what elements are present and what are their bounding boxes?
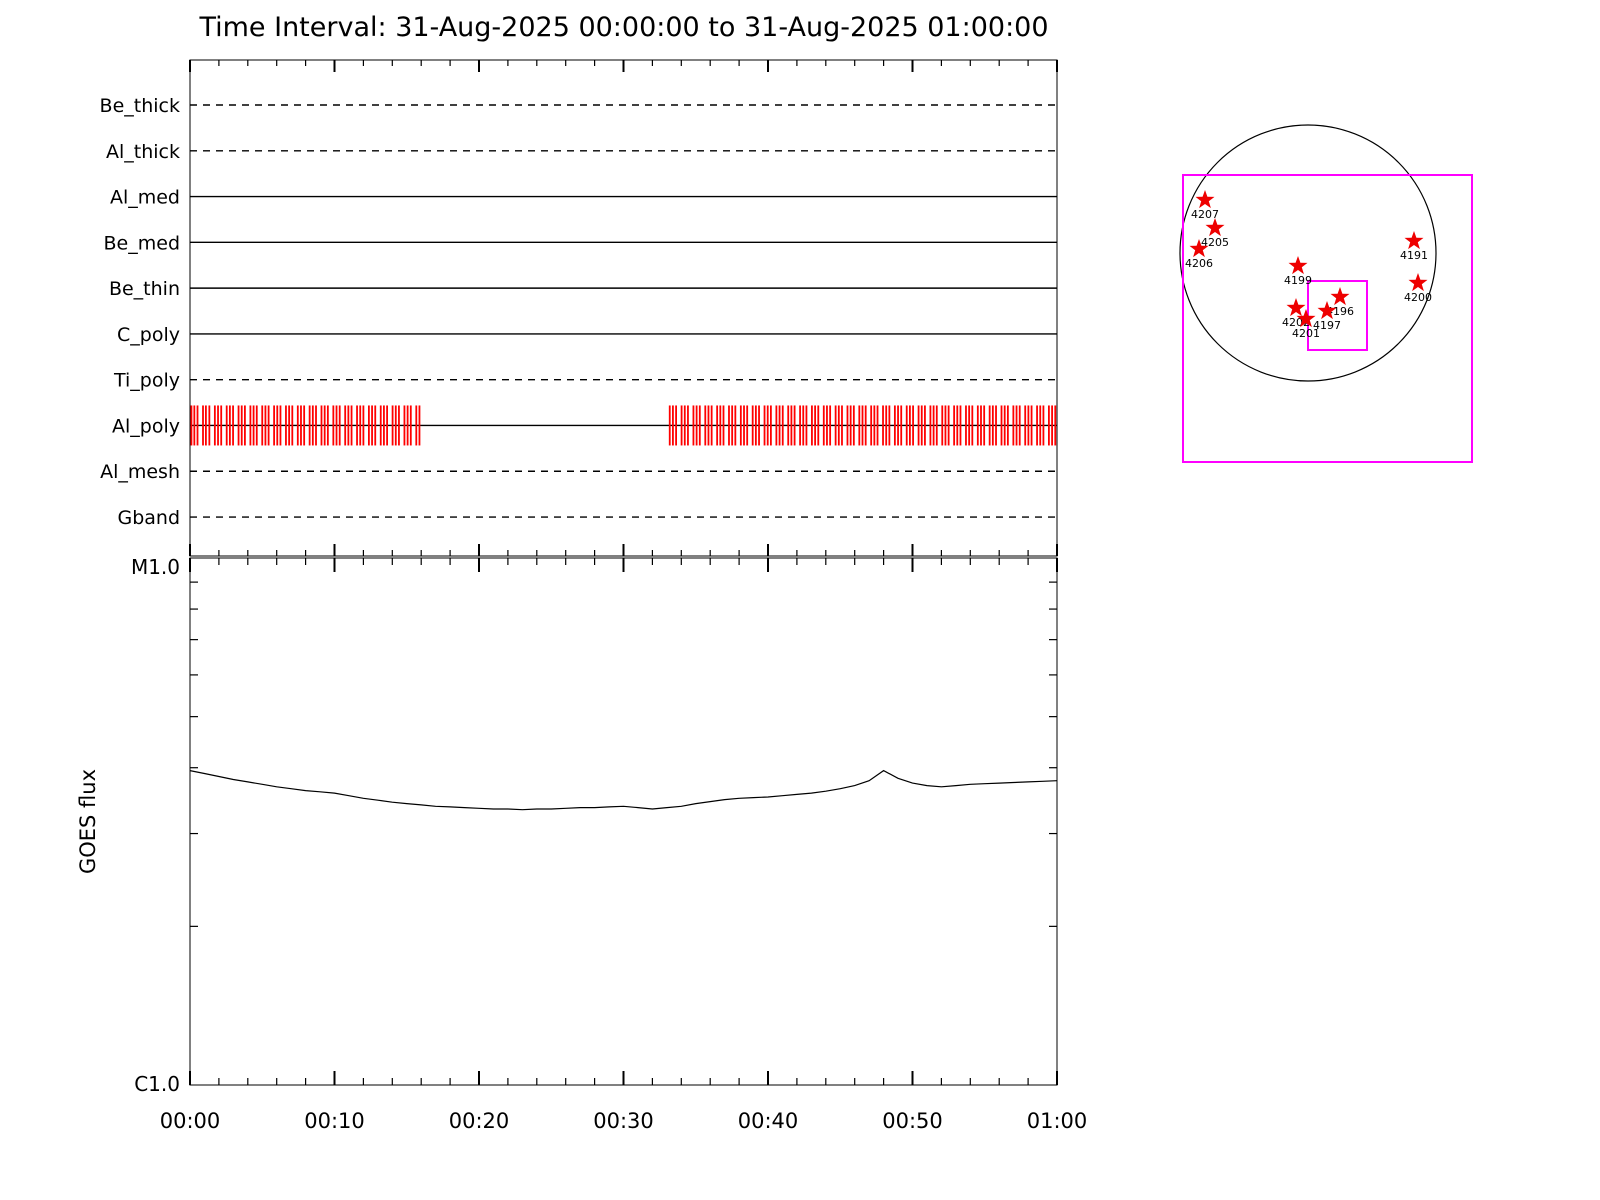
goes-x-tick-label: 00:20 bbox=[449, 1109, 510, 1133]
filter-row-label: Be_thick bbox=[100, 95, 180, 117]
goes-axis-title: GOES flux bbox=[76, 769, 100, 874]
active-region-star bbox=[1317, 301, 1337, 320]
filter-row-label: Al_thick bbox=[106, 141, 180, 163]
active-region-label: 4201 bbox=[1292, 327, 1320, 340]
active-region-label: 4197 bbox=[1313, 319, 1341, 332]
filter-row-label: Ti_poly bbox=[113, 370, 180, 392]
goes-x-tick-label: 01:00 bbox=[1027, 1109, 1088, 1133]
filter-row-label: Al_med bbox=[110, 187, 180, 209]
time-interval-title: Time Interval: 31-Aug-2025 00:00:00 to 3… bbox=[199, 12, 1049, 43]
active-region-star bbox=[1404, 231, 1424, 250]
goes-x-tick-label: 00:30 bbox=[593, 1109, 654, 1133]
active-region-label: 4191 bbox=[1400, 249, 1428, 262]
filter-row-label: Al_mesh bbox=[100, 461, 180, 483]
active-region-star bbox=[1189, 239, 1209, 258]
filter-row-label: Al_poly bbox=[112, 415, 180, 437]
goes-x-tick-label: 00:40 bbox=[738, 1109, 799, 1133]
active-region-star bbox=[1330, 287, 1350, 306]
active-region-label: 4199 bbox=[1284, 274, 1312, 287]
filter-row-label: Be_med bbox=[104, 232, 180, 254]
goes-x-tick-label: 00:50 bbox=[882, 1109, 943, 1133]
fov-box bbox=[1182, 174, 1473, 463]
goes-x-tick-label: 00:00 bbox=[160, 1109, 221, 1133]
active-region-label: 4207 bbox=[1191, 208, 1219, 221]
active-region-star bbox=[1288, 256, 1308, 275]
active-region-star bbox=[1205, 218, 1225, 237]
goes-y-bottom-label: C1.0 bbox=[134, 1072, 180, 1096]
filter-timeline-frame bbox=[189, 59, 1058, 557]
active-region-label: 4200 bbox=[1404, 291, 1432, 304]
goes-y-top-label: M1.0 bbox=[131, 555, 180, 579]
active-region-star bbox=[1195, 190, 1215, 209]
filter-row-label: Gband bbox=[117, 507, 180, 529]
filter-row-label: C_poly bbox=[117, 324, 180, 346]
active-region-star bbox=[1296, 309, 1316, 328]
goes-flux-line bbox=[189, 769, 1058, 811]
filter-row-label: Be_thin bbox=[109, 278, 180, 300]
active-region-star bbox=[1408, 273, 1428, 292]
active-region-label: 4205 bbox=[1201, 236, 1229, 249]
goes-panel-frame bbox=[189, 557, 1058, 1086]
goes-x-tick-label: 00:10 bbox=[304, 1109, 365, 1133]
active-region-star bbox=[1286, 298, 1306, 317]
solar-limb bbox=[1179, 124, 1437, 382]
active-region-label: 4206 bbox=[1185, 257, 1213, 270]
